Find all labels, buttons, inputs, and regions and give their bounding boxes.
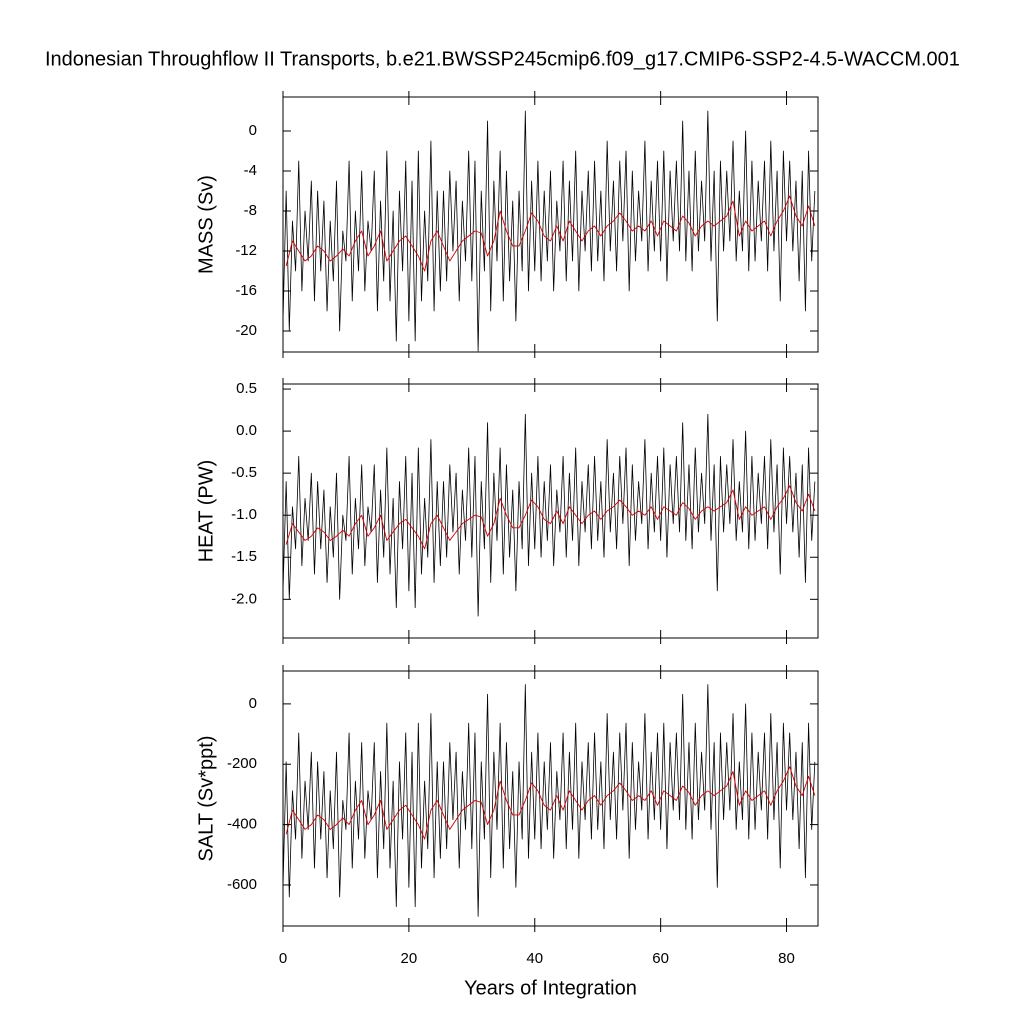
- series-line: [282, 413, 816, 617]
- x-tick-label: 40: [526, 950, 543, 967]
- y-tick-label: -4: [244, 162, 257, 179]
- y-tick-label: 0.0: [236, 422, 257, 439]
- y-tick-label: -16: [235, 282, 257, 299]
- y-axis-label: SALT (Sv*ppt): [195, 736, 217, 862]
- y-axis-label: MASS (Sv): [195, 175, 217, 274]
- chart-title: Indonesian Throughflow II Transports, b.…: [45, 48, 960, 70]
- y-tick-label: -1.5: [231, 548, 257, 565]
- plot-frame: [282, 383, 819, 639]
- x-tick-label: 60: [652, 950, 669, 967]
- y-tick-label: -8: [244, 202, 257, 219]
- x-tick-label: 0: [279, 950, 287, 967]
- series-line: [285, 195, 816, 272]
- y-axis-label: HEAT (PW): [195, 460, 217, 563]
- y-tick-label: 0: [249, 695, 257, 712]
- y-tick-label: -2.0: [231, 590, 257, 607]
- y-tick-label: -20: [235, 322, 257, 339]
- y-tick-label: 0.5: [236, 380, 257, 397]
- y-tick-label: -12: [235, 242, 257, 259]
- plot-frame: [282, 670, 819, 927]
- series-line: [282, 110, 816, 352]
- x-axis-label: Years of Integration: [464, 977, 637, 999]
- series-line: [285, 485, 816, 550]
- y-tick-label: -400: [227, 816, 257, 833]
- series-line: [285, 766, 816, 840]
- y-tick-label: -1.0: [231, 506, 257, 523]
- x-tick-label: 80: [778, 950, 795, 967]
- x-tick-label: 20: [401, 950, 418, 967]
- y-tick-label: 0: [249, 122, 257, 139]
- y-tick-label: -0.5: [231, 464, 257, 481]
- y-tick-label: -200: [227, 755, 257, 772]
- y-tick-label: -600: [227, 876, 257, 893]
- plot-frame: [282, 96, 819, 353]
- series-line: [282, 684, 816, 917]
